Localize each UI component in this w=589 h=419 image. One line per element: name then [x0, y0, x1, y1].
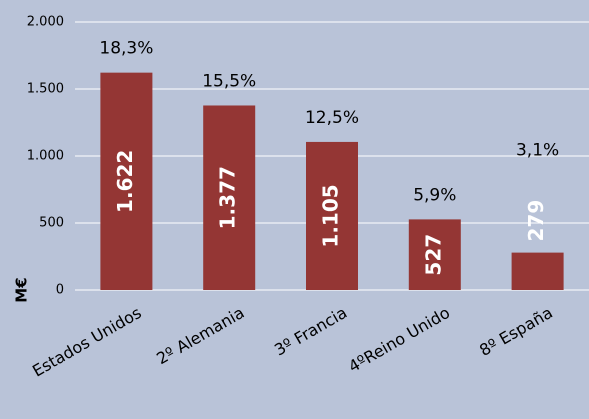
- y-axis-label: M€: [13, 277, 31, 302]
- annotation: 5,9%: [413, 185, 456, 205]
- y-tick-label: 1.500: [27, 82, 64, 97]
- value-label: 527: [421, 234, 445, 276]
- value-label: 1.622: [113, 150, 137, 213]
- y-tick-label: 2.000: [27, 15, 64, 30]
- value-label: 1.105: [319, 184, 343, 247]
- bar: [100, 72, 153, 290]
- x-tick-label: 3º Francia: [271, 303, 350, 360]
- y-tick-label: 0: [56, 283, 64, 298]
- x-tick-label: Estados Unidos: [29, 303, 145, 381]
- y-tick-label: 500: [39, 216, 64, 231]
- bar: [408, 219, 461, 290]
- value-label: 1.377: [216, 166, 240, 229]
- x-tick-label: 4ºReino Unido: [345, 303, 453, 376]
- x-tick-label: 2º Alemania: [153, 303, 247, 368]
- annotation: 12,5%: [305, 108, 359, 128]
- y-tick-label: 1.000: [27, 149, 64, 164]
- annotation: 15,5%: [202, 71, 256, 91]
- value-label: 279: [524, 200, 548, 242]
- bar: [306, 141, 358, 290]
- x-tick-label: 8º España: [476, 303, 556, 360]
- annotation: 18,3%: [99, 39, 153, 59]
- bar: [203, 105, 256, 291]
- bar: [511, 252, 564, 290]
- annotation: 3,1%: [516, 141, 559, 161]
